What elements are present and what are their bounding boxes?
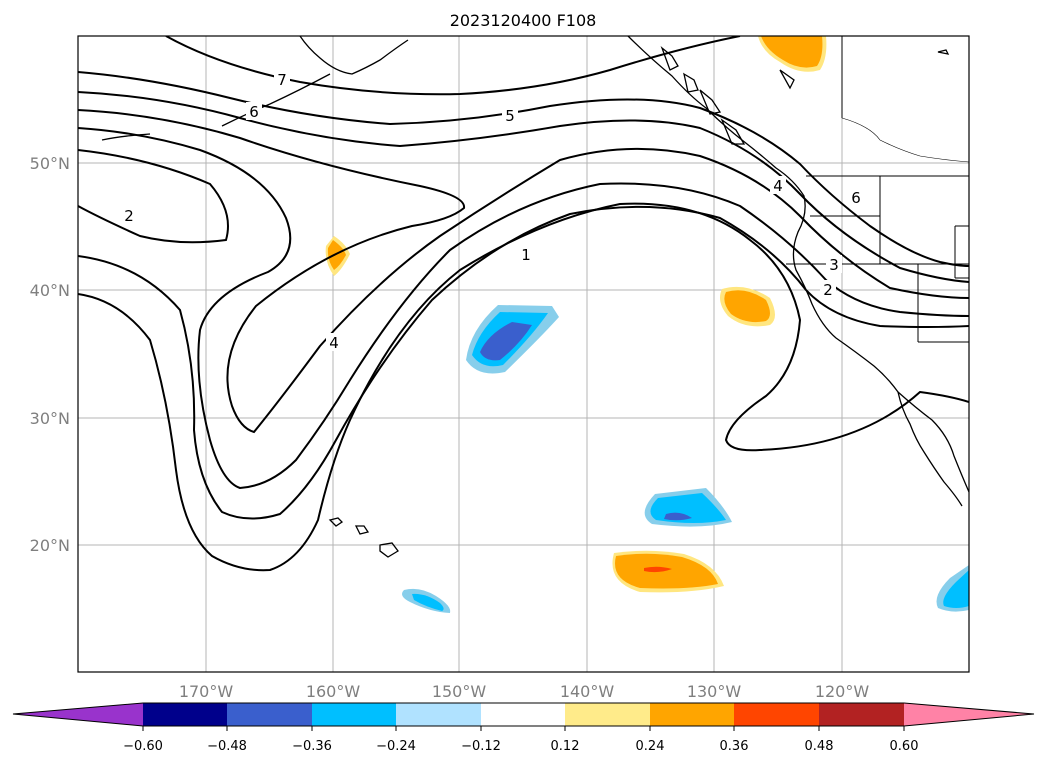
colorbar-tick-label: −0.12	[461, 739, 501, 754]
coastline-alaska-panhandle-islands	[699, 89, 722, 115]
colorbar-segment	[734, 703, 819, 726]
colorbar-segment	[904, 703, 1034, 726]
coastline-alaska-peninsula	[299, 36, 409, 75]
colorbar-segment	[481, 703, 566, 726]
contour-label: 2	[823, 281, 833, 299]
colorbar-segment	[650, 703, 735, 726]
graticule	[78, 36, 969, 672]
contour-line-2	[78, 205, 969, 520]
contour-label: 7	[277, 71, 287, 89]
contour-label-backdrop	[848, 188, 864, 206]
contour-label: 6	[249, 103, 259, 121]
contour-label-backdrop	[121, 206, 137, 224]
colorbar-tick-label: 0.36	[720, 739, 749, 754]
colorbar-segment	[565, 703, 650, 726]
coastline-alaska-panhandle-islands	[683, 72, 699, 93]
lon-label: 150°W	[432, 682, 487, 701]
map-panel: 7 6 5 4 2 4 1 3 2 6	[77, 35, 970, 673]
contour-label: 4	[773, 177, 783, 195]
colorbar-tick-label: 0.48	[805, 739, 834, 754]
coastline-north-america	[627, 36, 969, 493]
map-title: 2023120400 F108	[450, 11, 597, 30]
contour-line-2	[78, 149, 229, 244]
anomaly-positive-shading	[327, 240, 346, 270]
colorbar-tick-label: −0.24	[376, 739, 416, 754]
lon-label: 130°W	[687, 682, 742, 701]
coastline-inland-lakes	[937, 49, 950, 55]
contour-label-backdrop	[246, 102, 262, 120]
contour-label: 4	[329, 334, 339, 352]
coastlines	[101, 36, 969, 558]
colorbar-segment	[143, 703, 228, 726]
contour-label-backdrop	[820, 280, 836, 298]
coastline-hawaii	[354, 525, 370, 535]
anomaly-negative-shading	[412, 593, 444, 611]
colorbar-segment	[819, 703, 904, 726]
anomaly-fills	[325, 36, 969, 613]
contour-line-1	[78, 202, 969, 572]
province-borders	[841, 117, 969, 163]
contour-label-backdrop	[826, 255, 842, 273]
colorbar-tick-label: 0.24	[636, 739, 665, 754]
longitude-labels: 170°W 160°W 150°W 140°W 130°W 120°W	[179, 682, 870, 701]
contour-labels: 7 6 5 4 2 4 1 3 2 6	[121, 70, 864, 352]
border-province	[841, 117, 969, 163]
coastline-aleutian-islands	[221, 73, 331, 127]
anomaly-negative-shading	[943, 570, 969, 608]
colorbar-segment	[396, 703, 481, 726]
contour-label-backdrop	[502, 106, 518, 124]
lon-label: 140°W	[560, 682, 615, 701]
colorbar-segment	[312, 703, 397, 726]
lat-label: 40°N	[30, 281, 70, 300]
anomaly-positive-shading	[644, 566, 672, 573]
latitude-labels: 50°N 40°N 30°N 20°N	[30, 154, 70, 555]
contour-label: 5	[505, 107, 515, 125]
colorbar: −0.60 −0.48 −0.36 −0.24 −0.12 0.12 0.24 …	[12, 702, 1035, 754]
anomaly-positive-shading	[615, 553, 718, 589]
contour-label-backdrop	[518, 245, 534, 263]
coastline-hawaii	[379, 542, 399, 558]
coastline-vancouver-island	[720, 118, 746, 145]
colorbar-tick-label: −0.36	[292, 739, 332, 754]
lon-label: 160°W	[306, 682, 361, 701]
contour-line-5	[78, 91, 969, 283]
colorbar-tick-label: −0.60	[123, 739, 163, 754]
colorbar-tick-label: −0.48	[207, 739, 247, 754]
colorbar-tick-label: 0.12	[551, 739, 580, 754]
lat-label: 20°N	[30, 536, 70, 555]
colorbar-tick-label: 0.60	[890, 739, 919, 754]
anomaly-positive-shading	[724, 290, 770, 323]
anomaly-positive-shading	[761, 36, 823, 68]
map-frame	[77, 35, 970, 673]
coastline-hawaii	[328, 517, 344, 527]
coastline-baja-california	[897, 391, 963, 507]
lat-label: 50°N	[30, 154, 70, 173]
contour-label: 6	[851, 189, 861, 207]
contour-label-backdrop	[770, 176, 786, 194]
colorbar-segment	[227, 703, 312, 726]
contour-label: 2	[124, 207, 134, 225]
contour-label: 3	[829, 256, 839, 274]
contour-line-4	[78, 109, 969, 434]
lat-label: 30°N	[30, 409, 70, 428]
contour-line-7	[165, 36, 741, 96]
lon-label: 170°W	[179, 682, 234, 701]
anomaly-negative-shading	[664, 512, 692, 521]
contour-label-backdrop	[326, 333, 342, 351]
anomaly-negative-shading	[480, 322, 532, 361]
coastline-aleutian-islands	[101, 133, 151, 141]
contour-line-3	[78, 127, 969, 490]
contour-label: 1	[521, 246, 531, 264]
coastline-inland-lakes	[779, 69, 795, 90]
colorbar-segment	[13, 703, 143, 726]
contour-label-backdrop	[274, 70, 290, 88]
lon-label: 120°W	[815, 682, 870, 701]
